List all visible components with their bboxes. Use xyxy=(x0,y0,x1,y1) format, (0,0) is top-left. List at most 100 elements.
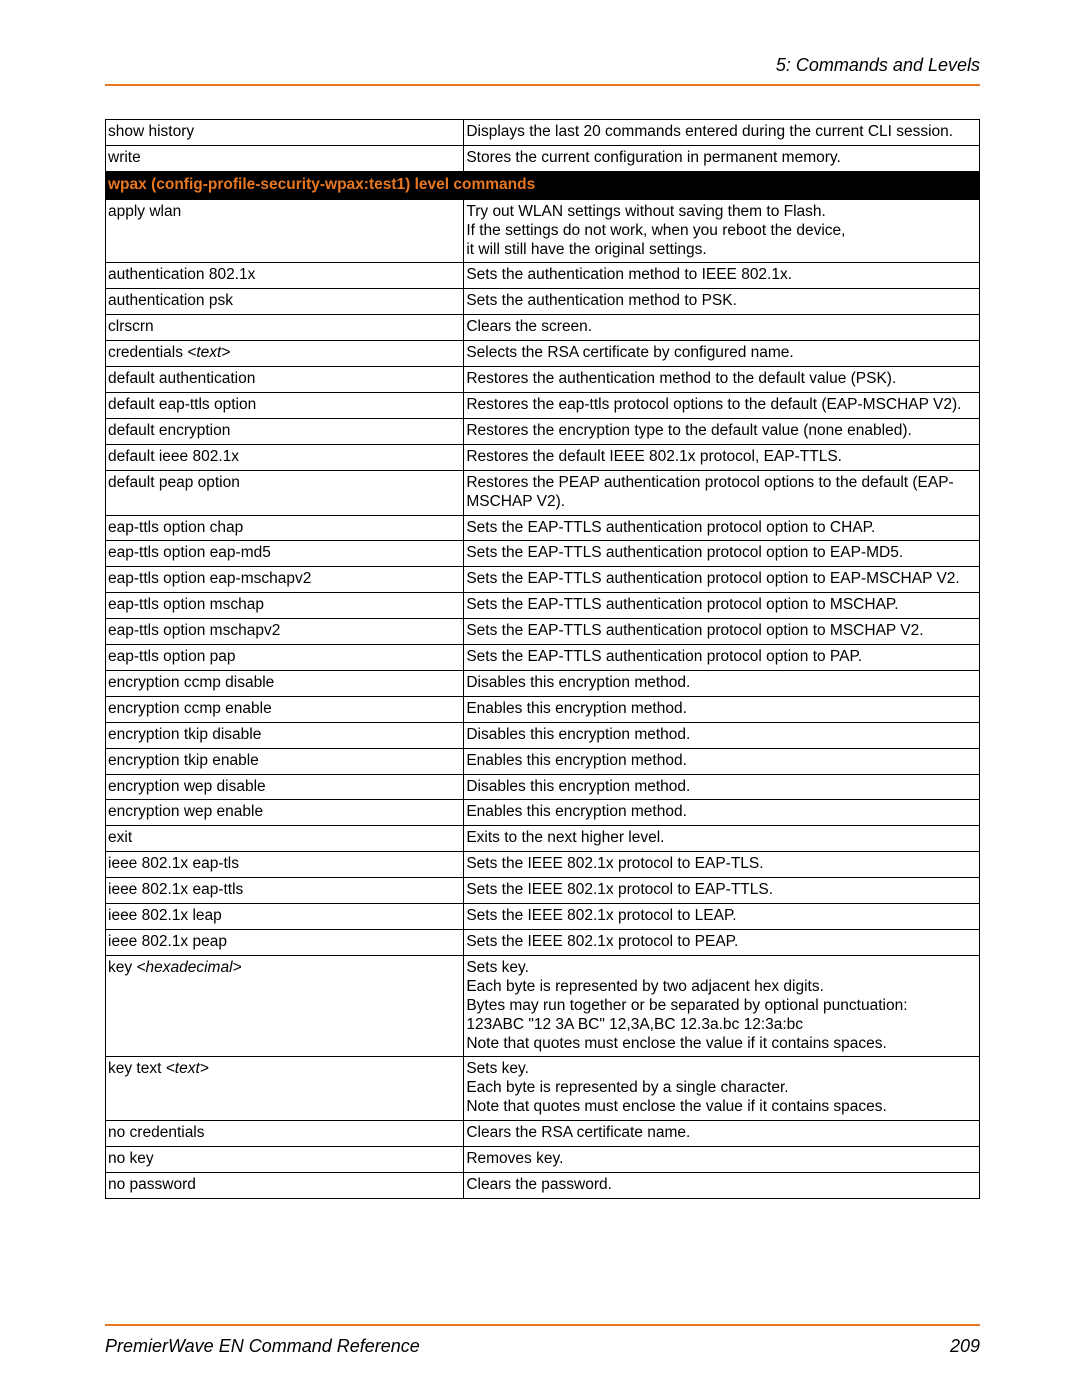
description-line: Restores the encryption type to the defa… xyxy=(466,422,977,441)
description-line: Bytes may run together or be separated b… xyxy=(466,997,977,1016)
table-row: exitExits to the next higher level. xyxy=(106,826,980,852)
description-cell: Selects the RSA certificate by configure… xyxy=(464,341,980,367)
command-cell: no key xyxy=(106,1147,464,1173)
description-cell: Sets the EAP-TTLS authentication protoco… xyxy=(464,593,980,619)
command-cell: default encryption xyxy=(106,418,464,444)
command-text: key xyxy=(108,959,136,976)
table-row: encryption wep disableDisables this encr… xyxy=(106,774,980,800)
description-cell: Sets the EAP-TTLS authentication protoco… xyxy=(464,645,980,671)
table-row: no keyRemoves key. xyxy=(106,1147,980,1173)
description-cell: Stores the current configuration in perm… xyxy=(464,145,980,171)
table-row: default ieee 802.1xRestores the default … xyxy=(106,444,980,470)
description-line: Sets the EAP-TTLS authentication protoco… xyxy=(466,648,977,667)
table-row: apply wlanTry out WLAN settings without … xyxy=(106,199,980,263)
table-row: ieee 802.1x leapSets the IEEE 802.1x pro… xyxy=(106,904,980,930)
description-line: Note that quotes must enclose the value … xyxy=(466,1035,977,1054)
command-cell: clrscrn xyxy=(106,315,464,341)
command-cell: apply wlan xyxy=(106,199,464,263)
description-line: Sets the IEEE 802.1x protocol to EAP-TTL… xyxy=(466,881,977,900)
description-line: Restores the authentication method to th… xyxy=(466,370,977,389)
command-cell: show history xyxy=(106,120,464,146)
description-line: Clears the screen. xyxy=(466,318,977,337)
table-row: eap-ttls option chapSets the EAP-TTLS au… xyxy=(106,515,980,541)
command-cell: write xyxy=(106,145,464,171)
description-cell: Sets the authentication method to PSK. xyxy=(464,289,980,315)
description-line: Clears the password. xyxy=(466,1176,977,1195)
description-cell: Try out WLAN settings without saving the… xyxy=(464,199,980,263)
description-line: Sets the authentication method to IEEE 8… xyxy=(466,266,977,285)
description-cell: Clears the password. xyxy=(464,1172,980,1198)
description-line: Sets the EAP-TTLS authentication protoco… xyxy=(466,622,977,641)
chapter-title: 5: Commands and Levels xyxy=(776,55,980,75)
description-cell: Sets the EAP-TTLS authentication protoco… xyxy=(464,567,980,593)
page-number: 209 xyxy=(950,1336,980,1357)
description-line: Sets the EAP-TTLS authentication protoco… xyxy=(466,570,977,589)
table-row: no passwordClears the password. xyxy=(106,1172,980,1198)
description-cell: Sets the IEEE 802.1x protocol to PEAP. xyxy=(464,930,980,956)
table-row: show historyDisplays the last 20 command… xyxy=(106,120,980,146)
command-param: <text> xyxy=(166,1060,209,1077)
table-row: ieee 802.1x eap-tlsSets the IEEE 802.1x … xyxy=(106,852,980,878)
section-header-row: wpax (config-profile-security-wpax:test1… xyxy=(106,171,980,199)
footer-row: PremierWave EN Command Reference 209 xyxy=(105,1336,980,1357)
command-cell: eap-ttls option eap-md5 xyxy=(106,541,464,567)
table-row: eap-ttls option mschapSets the EAP-TTLS … xyxy=(106,593,980,619)
command-cell: no credentials xyxy=(106,1121,464,1147)
description-cell: Disables this encryption method. xyxy=(464,722,980,748)
description-cell: Sets the EAP-TTLS authentication protoco… xyxy=(464,541,980,567)
description-cell: Restores the authentication method to th… xyxy=(464,367,980,393)
description-line: Enables this encryption method. xyxy=(466,752,977,771)
description-cell: Disables this encryption method. xyxy=(464,774,980,800)
description-cell: Sets the authentication method to IEEE 8… xyxy=(464,263,980,289)
description-line: Enables this encryption method. xyxy=(466,803,977,822)
command-cell: eap-ttls option pap xyxy=(106,645,464,671)
description-line: Disables this encryption method. xyxy=(466,726,977,745)
table-row: encryption wep enableEnables this encryp… xyxy=(106,800,980,826)
description-cell: Restores the eap-ttls protocol options t… xyxy=(464,392,980,418)
table-row: default authenticationRestores the authe… xyxy=(106,367,980,393)
description-line: Displays the last 20 commands entered du… xyxy=(466,123,977,142)
description-cell: Sets key.Each byte is represented by two… xyxy=(464,955,980,1057)
description-cell: Sets key.Each byte is represented by a s… xyxy=(464,1057,980,1121)
description-line: 123ABC "12 3A BC" 12,3A,BC 12.3a.bc 12:3… xyxy=(466,1016,977,1035)
description-line: Sets the IEEE 802.1x protocol to PEAP. xyxy=(466,933,977,952)
table-row: key <hexadecimal>Sets key.Each byte is r… xyxy=(106,955,980,1057)
description-cell: Enables this encryption method. xyxy=(464,748,980,774)
description-line: Restores the eap-ttls protocol options t… xyxy=(466,396,977,415)
table-row: default eap-ttls optionRestores the eap-… xyxy=(106,392,980,418)
description-line: Sets the IEEE 802.1x protocol to EAP-TLS… xyxy=(466,855,977,874)
description-cell: Clears the RSA certificate name. xyxy=(464,1121,980,1147)
description-line: Removes key. xyxy=(466,1150,977,1169)
description-cell: Restores the default IEEE 802.1x protoco… xyxy=(464,444,980,470)
table-row: eap-ttls option eap-mschapv2Sets the EAP… xyxy=(106,567,980,593)
description-cell: Sets the IEEE 802.1x protocol to LEAP. xyxy=(464,904,980,930)
table-row: ieee 802.1x eap-ttlsSets the IEEE 802.1x… xyxy=(106,878,980,904)
command-cell: exit xyxy=(106,826,464,852)
description-line: Sets the IEEE 802.1x protocol to LEAP. xyxy=(466,907,977,926)
description-line: Try out WLAN settings without saving the… xyxy=(466,203,977,222)
description-line: Sets the EAP-TTLS authentication protoco… xyxy=(466,596,977,615)
command-text: key text xyxy=(108,1060,166,1077)
description-line: Selects the RSA certificate by configure… xyxy=(466,344,977,363)
description-line: Exits to the next higher level. xyxy=(466,829,977,848)
description-cell: Sets the IEEE 802.1x protocol to EAP-TTL… xyxy=(464,878,980,904)
description-line: Sets the EAP-TTLS authentication protoco… xyxy=(466,519,977,538)
command-cell: no password xyxy=(106,1172,464,1198)
description-line: Restores the default IEEE 802.1x protoco… xyxy=(466,448,977,467)
doc-title: PremierWave EN Command Reference xyxy=(105,1336,420,1357)
command-cell: encryption tkip enable xyxy=(106,748,464,774)
description-line: Sets the authentication method to PSK. xyxy=(466,292,977,311)
table-row: eap-ttls option mschapv2Sets the EAP-TTL… xyxy=(106,619,980,645)
table-row: encryption ccmp disableDisables this enc… xyxy=(106,670,980,696)
table-row: clrscrnClears the screen. xyxy=(106,315,980,341)
page-footer: PremierWave EN Command Reference 209 xyxy=(105,1324,980,1357)
description-line: Enables this encryption method. xyxy=(466,700,977,719)
description-cell: Removes key. xyxy=(464,1147,980,1173)
command-cell: eap-ttls option mschapv2 xyxy=(106,619,464,645)
table-row: default peap optionRestores the PEAP aut… xyxy=(106,470,980,515)
command-cell: ieee 802.1x eap-ttls xyxy=(106,878,464,904)
command-cell: encryption ccmp disable xyxy=(106,670,464,696)
command-cell: ieee 802.1x leap xyxy=(106,904,464,930)
description-line: Disables this encryption method. xyxy=(466,674,977,693)
description-line: Each byte is represented by two adjacent… xyxy=(466,978,977,997)
